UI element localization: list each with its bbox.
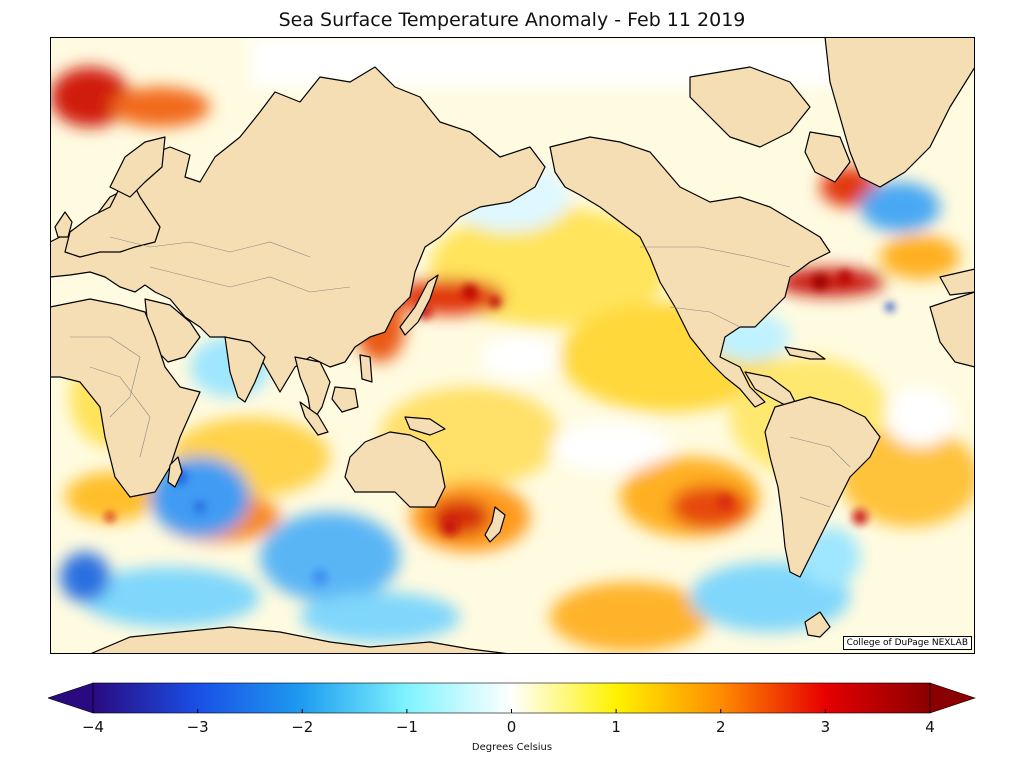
chart-title: Sea Surface Temperature Anomaly - Feb 11…	[278, 9, 746, 31]
eurasia-land	[50, 66, 546, 393]
sumatra-land	[299, 401, 329, 436]
north-america-land	[549, 136, 831, 408]
colorbar-graphic	[48, 682, 976, 714]
colorbar-under-arrow	[48, 682, 94, 714]
new-guinea-land	[404, 416, 446, 436]
europe-land	[64, 176, 161, 258]
south-america-land	[764, 396, 881, 578]
antarctica-land	[89, 626, 511, 654]
colorbar-tick-label: 2	[715, 718, 726, 736]
sst-anomaly-map: College of DuPage NEXLAB	[50, 37, 975, 654]
colorbar-tick-label: −2	[291, 718, 314, 736]
credit-label: College of DuPage NEXLAB	[842, 636, 972, 650]
uk-land	[54, 211, 73, 238]
arctic-islands-land	[689, 66, 811, 148]
colorbar	[48, 682, 976, 714]
colorbar-tick-label: −4	[81, 718, 105, 736]
colorbar-tick-label: −1	[395, 718, 418, 736]
colorbar-tick-label: −3	[186, 718, 209, 736]
colorbar-axis-label: Degrees Celsius	[471, 742, 553, 753]
colorbar-ticks	[92, 709, 931, 713]
baffin-land	[804, 131, 851, 183]
india-land	[224, 336, 266, 403]
colorbar-tick-label: 4	[925, 718, 935, 736]
japan-land	[399, 274, 439, 336]
iberia-right-land	[939, 268, 975, 296]
colorbar-bar	[92, 682, 931, 714]
colorbar-over-arrow	[929, 682, 976, 714]
west-africa-right-land	[929, 291, 975, 368]
philippines-land	[359, 354, 373, 383]
map-canvas	[50, 37, 975, 654]
antarctic-peninsula-land	[804, 611, 831, 638]
colorbar-tick-label: 1	[611, 718, 621, 736]
greenland-land	[824, 37, 975, 188]
new-zealand-land	[484, 506, 506, 543]
colorbar-tick-label: 3	[820, 718, 831, 736]
land-masses	[50, 37, 975, 654]
country-borders	[70, 236, 851, 508]
borneo-land	[331, 386, 359, 413]
australia-land	[344, 431, 446, 508]
colorbar-tick-label: 0	[506, 718, 517, 736]
map-frame-border	[50, 37, 975, 654]
scandinavia-land	[109, 136, 166, 198]
cuba-land	[784, 346, 826, 360]
madagascar-land	[167, 456, 183, 488]
